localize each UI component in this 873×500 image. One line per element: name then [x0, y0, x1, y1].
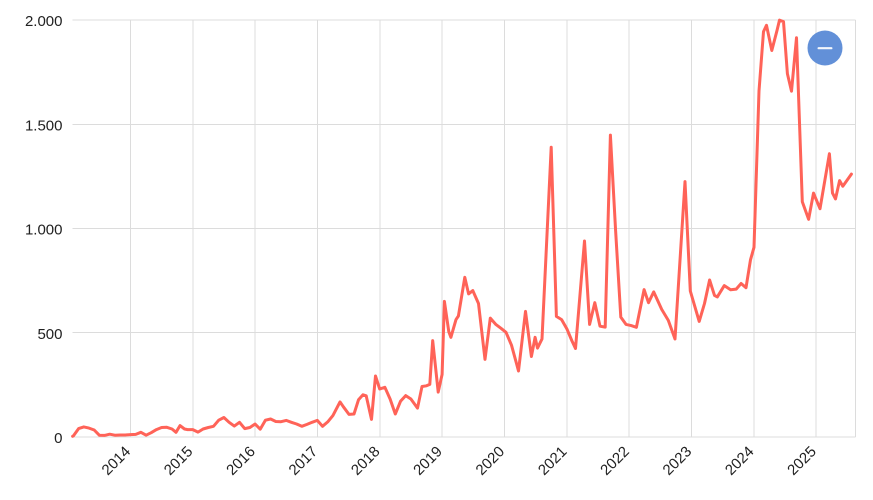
- svg-text:500: 500: [37, 326, 62, 343]
- svg-text:2021: 2021: [535, 443, 571, 479]
- svg-text:2023: 2023: [660, 443, 696, 479]
- svg-text:2025: 2025: [784, 443, 820, 479]
- svg-text:2016: 2016: [223, 443, 259, 479]
- svg-text:2.000: 2.000: [25, 13, 63, 30]
- svg-text:2015: 2015: [161, 443, 197, 479]
- svg-text:2017: 2017: [286, 443, 322, 479]
- svg-text:2014: 2014: [99, 443, 135, 479]
- svg-text:1.000: 1.000: [25, 222, 63, 239]
- svg-text:2022: 2022: [597, 443, 633, 479]
- svg-text:0: 0: [54, 430, 62, 447]
- svg-text:2018: 2018: [348, 443, 384, 479]
- svg-text:2020: 2020: [473, 443, 509, 479]
- svg-text:1.500: 1.500: [25, 117, 63, 134]
- svg-text:2019: 2019: [410, 443, 446, 479]
- svg-text:2024: 2024: [722, 443, 758, 479]
